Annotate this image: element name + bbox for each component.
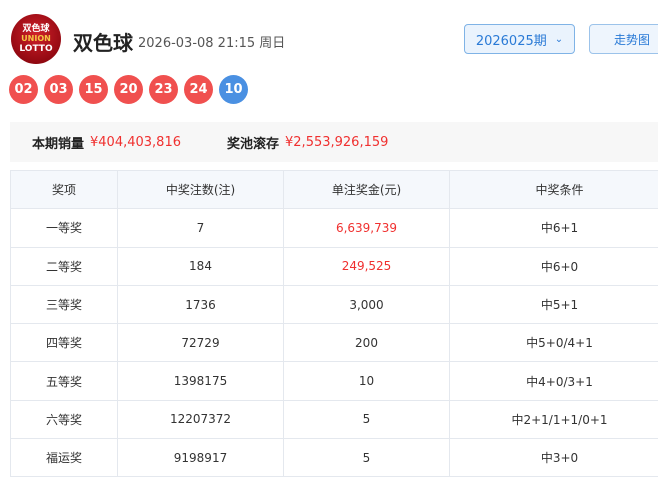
blue-ball: 10 bbox=[219, 75, 248, 104]
prize-table: 奖项 中奖注数(注) 单注奖金(元) 中奖条件 一等奖 7 6,639,739 中6+1 二等… bbox=[10, 169, 658, 478]
table-row: 四等奖 72729 200 中5+0/4+1 bbox=[10, 323, 658, 363]
winner-count: 72729 bbox=[117, 323, 284, 363]
table-row: 六等奖 12207372 5 中2+1/1+1/0+1 bbox=[10, 399, 658, 440]
prize-amount: 200 bbox=[283, 323, 450, 363]
prize-amount: 5 bbox=[283, 438, 450, 478]
winner-count: 9198917 bbox=[117, 438, 284, 478]
chevron-down-icon: ⌄ bbox=[554, 33, 564, 45]
win-condition: 中3+0 bbox=[449, 438, 658, 478]
lottery-logo: 双色球 UNION LOTTO bbox=[11, 14, 61, 64]
prize-amount: 6,639,739 bbox=[283, 208, 450, 248]
prize-level: 四等奖 bbox=[10, 323, 118, 363]
winner-count: 1398175 bbox=[117, 361, 284, 401]
win-condition: 中2+1/1+1/0+1 bbox=[449, 399, 658, 440]
table-row: 二等奖 184 249,525 中6+0 bbox=[10, 246, 658, 286]
table-row: 五等奖 1398175 10 中4+0/3+1 bbox=[10, 361, 658, 401]
prize-amount: 5 bbox=[283, 399, 450, 440]
page-title: 双色球 bbox=[73, 31, 133, 55]
win-condition: 中5+1 bbox=[449, 284, 658, 325]
winning-numbers: 02 03 15 20 23 24 10 bbox=[9, 75, 248, 104]
column-header: 中奖条件 bbox=[449, 169, 658, 210]
red-ball: 02 bbox=[9, 75, 38, 104]
sales-bar: 本期销量 ¥404,403,816 奖池滚存 ¥2,553,926,159 bbox=[10, 122, 658, 162]
column-header: 中奖注数(注) bbox=[117, 169, 284, 210]
prize-amount: 3,000 bbox=[283, 284, 450, 325]
win-condition: 中4+0/3+1 bbox=[449, 361, 658, 401]
red-ball: 23 bbox=[149, 75, 178, 104]
red-ball: 03 bbox=[44, 75, 73, 104]
red-ball: 24 bbox=[184, 75, 213, 104]
prize-amount: 249,525 bbox=[283, 246, 450, 286]
prize-level: 二等奖 bbox=[10, 246, 118, 286]
prize-amount: 10 bbox=[283, 361, 450, 401]
issue-value: 2026025期 bbox=[475, 33, 547, 49]
win-condition: 中6+0 bbox=[449, 246, 658, 286]
winner-count: 7 bbox=[117, 208, 284, 248]
prize-level: 六等奖 bbox=[10, 399, 118, 440]
sales-value: ¥404,403,816 bbox=[90, 134, 181, 150]
winner-count: 184 bbox=[117, 246, 284, 286]
red-ball: 15 bbox=[79, 75, 108, 104]
prize-level: 一等奖 bbox=[10, 208, 118, 248]
table-row: 福运奖 9198917 5 中3+0 bbox=[10, 438, 658, 478]
trend-button[interactable]: 走势图 bbox=[589, 24, 658, 54]
win-condition: 中6+1 bbox=[449, 208, 658, 248]
pool-label: 奖池滚存 bbox=[227, 136, 280, 152]
table-row: 三等奖 1736 3,000 中5+1 bbox=[10, 284, 658, 325]
red-ball: 20 bbox=[114, 75, 143, 104]
prize-level: 五等奖 bbox=[10, 361, 118, 401]
draw-date: 2026-03-08 21:15 周日 bbox=[138, 36, 286, 51]
prize-level: 福运奖 bbox=[10, 438, 118, 478]
column-header: 奖项 bbox=[10, 169, 118, 210]
column-header: 单注奖金(元) bbox=[283, 169, 450, 210]
table-row: 一等奖 7 6,639,739 中6+1 bbox=[10, 208, 658, 248]
pool-value: ¥2,553,926,159 bbox=[285, 134, 389, 150]
prize-level: 三等奖 bbox=[10, 284, 118, 325]
winner-count: 12207372 bbox=[117, 399, 284, 440]
sales-label: 本期销量 bbox=[32, 136, 85, 152]
issue-select[interactable]: 2026025期 ⌄ bbox=[464, 24, 575, 54]
winner-count: 1736 bbox=[117, 284, 284, 325]
win-condition: 中5+0/4+1 bbox=[449, 323, 658, 363]
